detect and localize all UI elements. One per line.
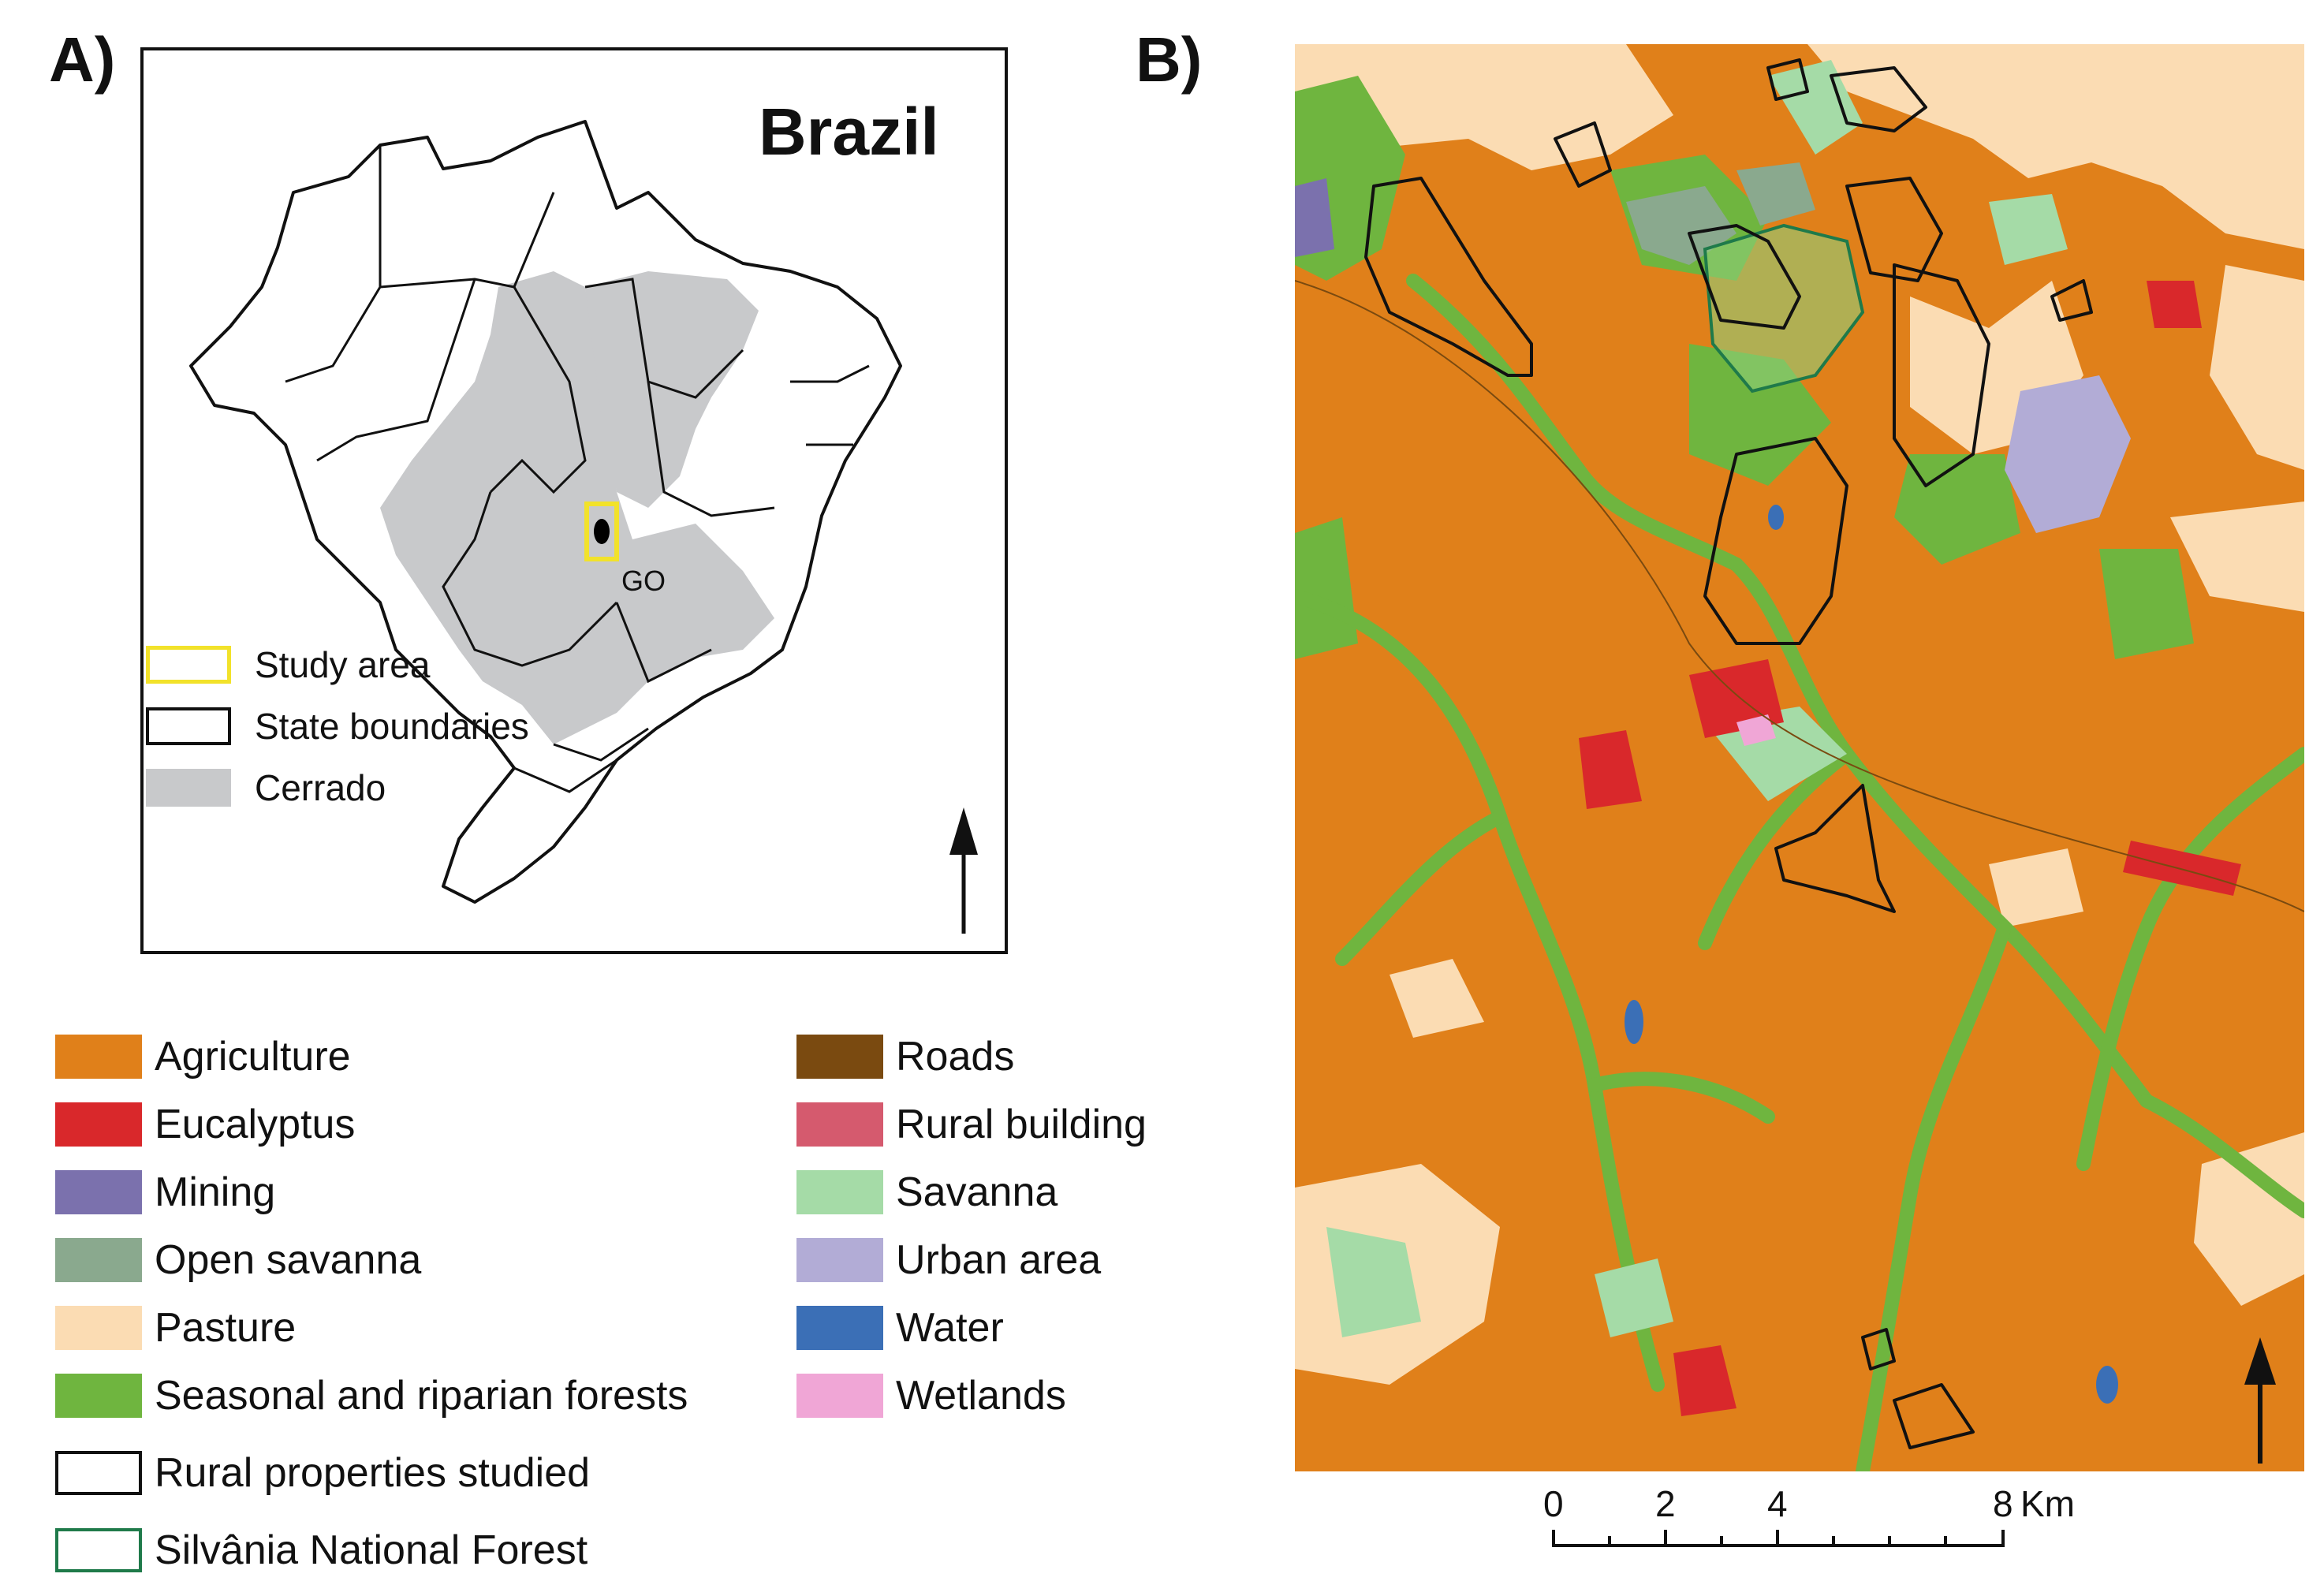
legend-rural-building: Rural building <box>796 1101 1147 1148</box>
road-lines <box>1295 280 2304 912</box>
swatch-eucalyptus <box>55 1102 142 1147</box>
legend-eucalyptus: Eucalyptus <box>55 1101 355 1148</box>
scale-tick-4: 4 <box>1767 1483 1788 1524</box>
national-forest-outline <box>1703 223 1865 393</box>
study-area-swatch <box>146 646 231 684</box>
wetland-area <box>1736 714 1776 746</box>
swatch-mining <box>55 1170 142 1214</box>
study-area-point <box>594 519 610 544</box>
brazil-outline <box>189 120 902 904</box>
scale-bar <box>1552 1530 2005 1547</box>
swatch-forests <box>55 1374 142 1418</box>
land-use-map <box>1295 44 2304 1471</box>
legend-label: Roads <box>896 1034 1015 1080</box>
legend-mining: Mining <box>55 1169 275 1216</box>
inset-legend-label: Study area <box>255 644 431 685</box>
inset-legend-study-area: Study area <box>146 643 430 686</box>
legend-label: Wetlands <box>896 1373 1066 1419</box>
legend-label: Eucalyptus <box>155 1102 356 1147</box>
north-arrow-inset <box>949 807 978 934</box>
swatch-national-forest <box>55 1528 142 1572</box>
scale-tick-8: 8 <box>1993 1483 2013 1524</box>
scale-tick-2: 2 <box>1655 1483 1676 1524</box>
swatch-savanna <box>796 1170 883 1214</box>
inset-legend-label: Cerrado <box>255 767 386 808</box>
swatch-agriculture <box>55 1035 142 1079</box>
legend-pasture: Pasture <box>55 1304 296 1352</box>
legend-savanna: Savanna <box>796 1169 1058 1216</box>
legend-label: Urban area <box>896 1237 1102 1283</box>
swatch-urban-area <box>796 1238 883 1282</box>
swatch-water <box>796 1306 883 1350</box>
study-area-box <box>584 502 619 561</box>
legend-national-forest: Silvânia National Forest <box>55 1527 588 1574</box>
swatch-open-savanna <box>55 1238 142 1282</box>
state-boundaries-swatch <box>146 707 231 745</box>
inset-legend-cerrado: Cerrado <box>146 766 386 809</box>
cerrado-swatch <box>146 769 231 807</box>
legend-rural-properties: Rural properties studied <box>55 1449 590 1497</box>
state-label-go: GO <box>621 565 666 597</box>
north-arrow-map <box>2244 1337 2276 1464</box>
legend-agriculture: Agriculture <box>55 1033 351 1080</box>
legend-label: Agriculture <box>155 1034 351 1080</box>
legend-wetlands: Wetlands <box>796 1372 1066 1419</box>
urban-area <box>2005 375 2131 533</box>
legend-label: Mining <box>155 1169 276 1215</box>
swatch-roads <box>796 1035 883 1079</box>
swatch-pasture <box>55 1306 142 1350</box>
state-boundaries <box>285 145 870 793</box>
swatch-wetlands <box>796 1374 883 1418</box>
legend-roads: Roads <box>796 1033 1014 1080</box>
cerrado-region <box>380 271 774 744</box>
legend-label: Water <box>896 1305 1004 1351</box>
legend-label: Savanna <box>896 1169 1058 1215</box>
swatch-rural-properties <box>55 1451 142 1495</box>
brazil-map-shape <box>189 120 978 934</box>
scale-tick-0: 0 <box>1543 1483 1564 1524</box>
mining-area <box>1295 178 1334 257</box>
panel-b-label: B) <box>1136 24 1203 95</box>
legend-label: Seasonal and riparian forests <box>155 1373 688 1419</box>
inset-legend-state-boundaries: State boundaries <box>146 705 529 748</box>
open-savanna-areas <box>1626 162 1815 265</box>
panel-a-label: A) <box>49 24 116 95</box>
inset-legend-label: State boundaries <box>255 706 529 747</box>
legend-label: Pasture <box>155 1305 297 1351</box>
legend-label: Rural building <box>896 1102 1147 1147</box>
country-label: Brazil <box>759 95 939 169</box>
riparian-corridors <box>1295 274 2304 1471</box>
swatch-rural-building <box>796 1102 883 1147</box>
legend-label: Silvânia National Forest <box>155 1527 588 1573</box>
rural-properties-outlines <box>1364 58 2093 1449</box>
legend-forests: Seasonal and riparian forests <box>55 1372 688 1419</box>
legend-label: Open savanna <box>155 1237 422 1283</box>
legend-urban-area: Urban area <box>796 1236 1101 1284</box>
legend-open-savanna: Open savanna <box>55 1236 421 1284</box>
legend-water: Water <box>796 1304 1004 1352</box>
scale-unit: Km <box>2020 1483 2075 1524</box>
water-bodies <box>1625 505 2118 1404</box>
legend-label: Rural properties studied <box>155 1450 591 1496</box>
brazil-inset-map: Brazil GO Study area State boundaries Ce… <box>140 47 1008 954</box>
